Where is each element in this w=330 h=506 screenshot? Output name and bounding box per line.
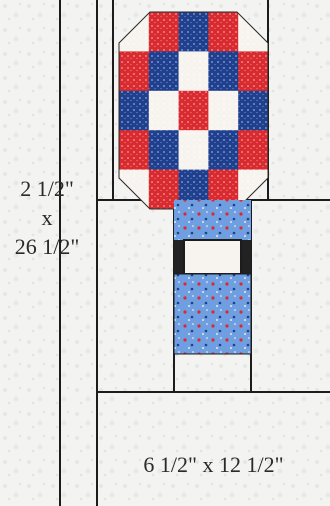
patch-texture — [208, 51, 239, 92]
patch-texture — [208, 130, 239, 170]
stem-black-right — [241, 240, 251, 274]
strip-size-label: 2 1/2" x 26 1/2" — [0, 174, 94, 261]
patch-texture — [148, 169, 179, 209]
nine-patch-octagon — [119, 12, 268, 209]
patch-texture — [238, 90, 268, 131]
patch-texture — [148, 12, 179, 52]
patch-texture — [178, 51, 209, 92]
patch-texture — [148, 130, 179, 170]
block-size-label: 6 1/2" x 12 1/2" — [143, 452, 284, 477]
patch-texture — [238, 51, 268, 92]
patch-texture — [208, 90, 239, 131]
stem-top-blue — [174, 200, 251, 240]
stem-black-left — [174, 240, 184, 274]
patch-texture — [148, 51, 179, 92]
strip-size-line-1: 2 1/2" — [20, 176, 74, 201]
patch-texture — [178, 12, 209, 52]
patch-texture — [119, 51, 150, 92]
stem-bottom-blue — [173, 273, 252, 355]
patch-texture — [119, 90, 150, 131]
strip-size-line-3: 26 1/2" — [14, 234, 80, 259]
patch-texture — [238, 130, 268, 170]
patch-texture — [208, 12, 239, 52]
patch-texture — [148, 90, 179, 131]
stem-white-window — [183, 239, 242, 275]
patch-texture — [178, 90, 209, 131]
patch-texture — [178, 130, 209, 170]
strip-size-line-2: x — [41, 205, 53, 230]
patch-texture — [119, 130, 150, 170]
